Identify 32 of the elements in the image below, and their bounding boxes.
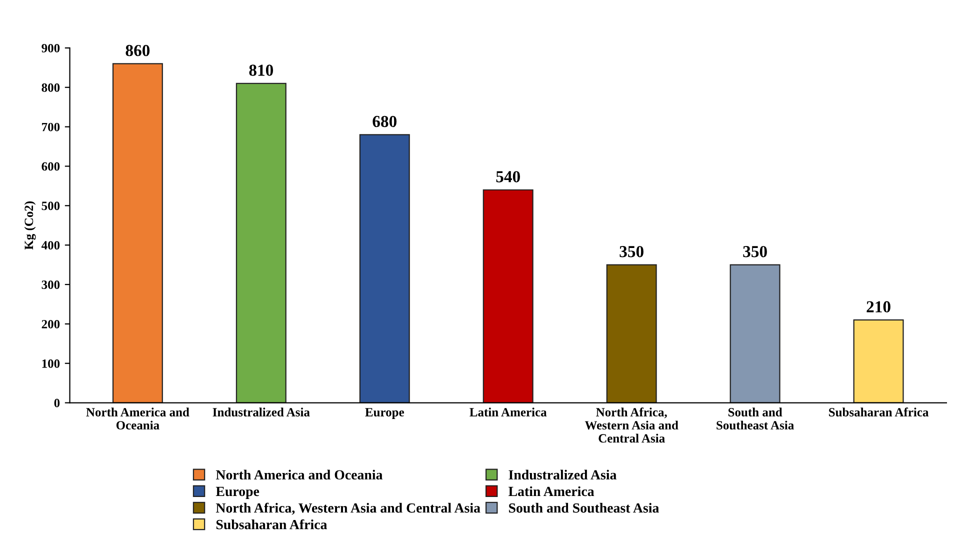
y-tick-label: 800 — [42, 83, 60, 92]
x-tick-label: Subsaharan Africa — [829, 408, 929, 416]
data-label: 350 — [743, 246, 767, 258]
x-tick-label: Industralized Asia — [212, 408, 310, 416]
x-tick-label: South and Southeast Asia — [716, 408, 794, 430]
x-tick-label: North Africa, Western Asia and Central Asia — [584, 408, 678, 443]
y-tick-label: 200 — [42, 320, 60, 328]
data-label: 810 — [249, 64, 274, 76]
y-axis-title: Kg (Co2) — [24, 201, 36, 250]
data-label: 540 — [496, 171, 520, 182]
legend-label: South and Southeast Asia — [509, 502, 659, 513]
legend-label: Europe — [216, 486, 260, 499]
y-tick-label: 400 — [41, 241, 60, 250]
legend-label: Latin America — [508, 486, 594, 496]
data-label: 350 — [620, 246, 644, 258]
y-tick-label: 500 — [42, 202, 60, 210]
x-tick-label: North America and Oceania — [86, 408, 190, 430]
legend-label: Industralized Asia — [508, 470, 617, 480]
data-label: 210 — [866, 301, 890, 312]
y-tick-label: 700 — [42, 122, 60, 132]
legend-label: North Africa, Western Asia and Central Asia — [216, 502, 480, 515]
data-label: 860 — [126, 44, 150, 56]
legend-label: Subsaharan Africa — [216, 519, 328, 530]
data-label: 680 — [372, 116, 397, 128]
y-tick-label: 600 — [42, 162, 60, 171]
x-tick-label: Europe — [365, 408, 404, 419]
legend-label: North America and Oceania — [216, 470, 383, 480]
y-tick-label: 100 — [42, 359, 60, 368]
y-tick-label: 300 — [42, 280, 60, 289]
x-tick-label: Latin America — [470, 408, 547, 416]
y-tick-label: 0 — [54, 398, 60, 408]
y-tick-label: 900 — [42, 44, 60, 52]
